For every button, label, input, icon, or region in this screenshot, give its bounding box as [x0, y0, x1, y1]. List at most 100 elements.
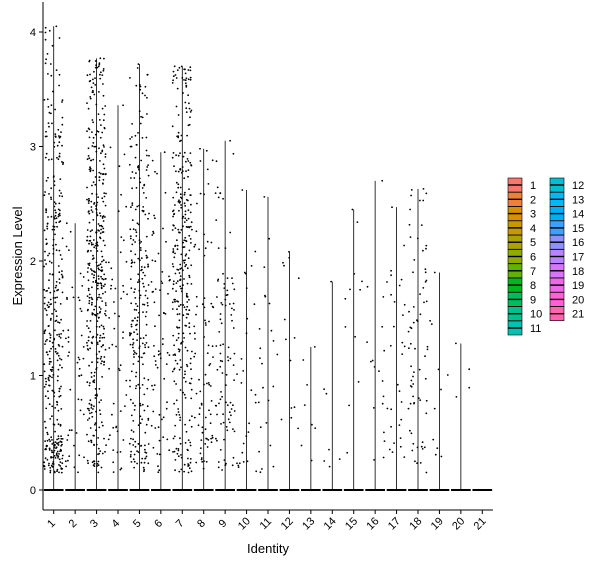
- data-point: [101, 260, 103, 263]
- data-point: [141, 92, 144, 95]
- data-point: [173, 435, 176, 438]
- data-point: [221, 303, 224, 306]
- data-point: [118, 165, 121, 168]
- data-point: [261, 468, 263, 470]
- data-point: [218, 331, 221, 333]
- data-point: [61, 276, 64, 279]
- data-point: [91, 145, 94, 147]
- data-point: [99, 450, 102, 452]
- data-point: [136, 316, 139, 319]
- data-point: [80, 334, 83, 337]
- data-point: [100, 71, 102, 74]
- data-point: [61, 438, 64, 440]
- data-point: [402, 314, 404, 316]
- data-point: [197, 424, 200, 427]
- data-point: [78, 454, 81, 457]
- data-point: [139, 247, 142, 249]
- data-point: [49, 471, 52, 474]
- data-point: [137, 443, 140, 445]
- points-14: [323, 280, 341, 468]
- data-point: [455, 396, 458, 398]
- data-point: [230, 408, 233, 410]
- data-point: [110, 287, 112, 290]
- data-point: [130, 302, 133, 305]
- data-point: [187, 457, 189, 460]
- data-point: [408, 310, 410, 313]
- data-point: [91, 301, 93, 304]
- data-point: [227, 359, 230, 362]
- data-point: [215, 160, 218, 163]
- points-1: [43, 25, 65, 474]
- data-point: [388, 448, 391, 451]
- data-point: [381, 325, 384, 328]
- data-point: [177, 136, 180, 139]
- data-point: [129, 343, 132, 346]
- data-point: [43, 99, 46, 101]
- data-point: [410, 365, 412, 368]
- data-point: [87, 279, 90, 282]
- data-point: [424, 268, 427, 271]
- data-point: [44, 340, 47, 343]
- data-point: [107, 438, 110, 441]
- data-point: [263, 266, 266, 268]
- data-point: [175, 290, 178, 292]
- data-point: [177, 448, 180, 450]
- data-point: [185, 430, 188, 433]
- data-point: [184, 259, 187, 261]
- data-point: [57, 435, 60, 437]
- data-point: [134, 253, 137, 256]
- data-point: [47, 464, 50, 467]
- data-point: [59, 135, 62, 138]
- data-point: [417, 397, 420, 400]
- data-point: [147, 346, 150, 349]
- data-point: [93, 371, 96, 374]
- data-point: [162, 338, 164, 340]
- data-point: [156, 453, 159, 455]
- x-tick-label: 4: [109, 517, 122, 530]
- data-point: [229, 357, 232, 360]
- data-point: [137, 165, 140, 167]
- data-point: [134, 317, 136, 320]
- data-point: [100, 355, 103, 358]
- data-point: [232, 404, 234, 407]
- data-point: [390, 274, 392, 277]
- data-point: [117, 367, 120, 370]
- data-point: [77, 398, 80, 401]
- x-tick-label: 20: [450, 515, 467, 532]
- data-point: [98, 293, 101, 296]
- data-point: [50, 112, 52, 115]
- data-point: [58, 84, 60, 87]
- data-point: [202, 467, 205, 470]
- data-point: [43, 229, 46, 232]
- data-point: [165, 407, 168, 410]
- data-point: [66, 439, 69, 441]
- data-point: [236, 462, 238, 465]
- data-point: [246, 460, 249, 463]
- data-point: [424, 281, 427, 283]
- data-point: [207, 439, 210, 441]
- data-point: [137, 281, 139, 284]
- data-point: [351, 208, 354, 211]
- data-point: [95, 315, 98, 317]
- data-point: [206, 446, 209, 448]
- data-point: [139, 294, 142, 297]
- data-point: [138, 297, 141, 299]
- data-point: [190, 221, 193, 224]
- data-point: [176, 280, 179, 283]
- data-point: [177, 449, 180, 452]
- violin-2: [64, 222, 85, 491]
- data-point: [168, 279, 171, 282]
- data-point: [45, 209, 48, 212]
- data-point: [58, 212, 61, 215]
- data-point: [144, 444, 146, 447]
- data-point: [420, 445, 423, 448]
- data-point: [189, 76, 192, 79]
- data-point: [52, 456, 54, 459]
- data-point: [96, 287, 99, 290]
- data-point: [104, 153, 107, 156]
- data-point: [100, 297, 102, 299]
- data-point: [77, 356, 80, 359]
- data-point: [183, 337, 186, 339]
- data-point: [421, 448, 424, 450]
